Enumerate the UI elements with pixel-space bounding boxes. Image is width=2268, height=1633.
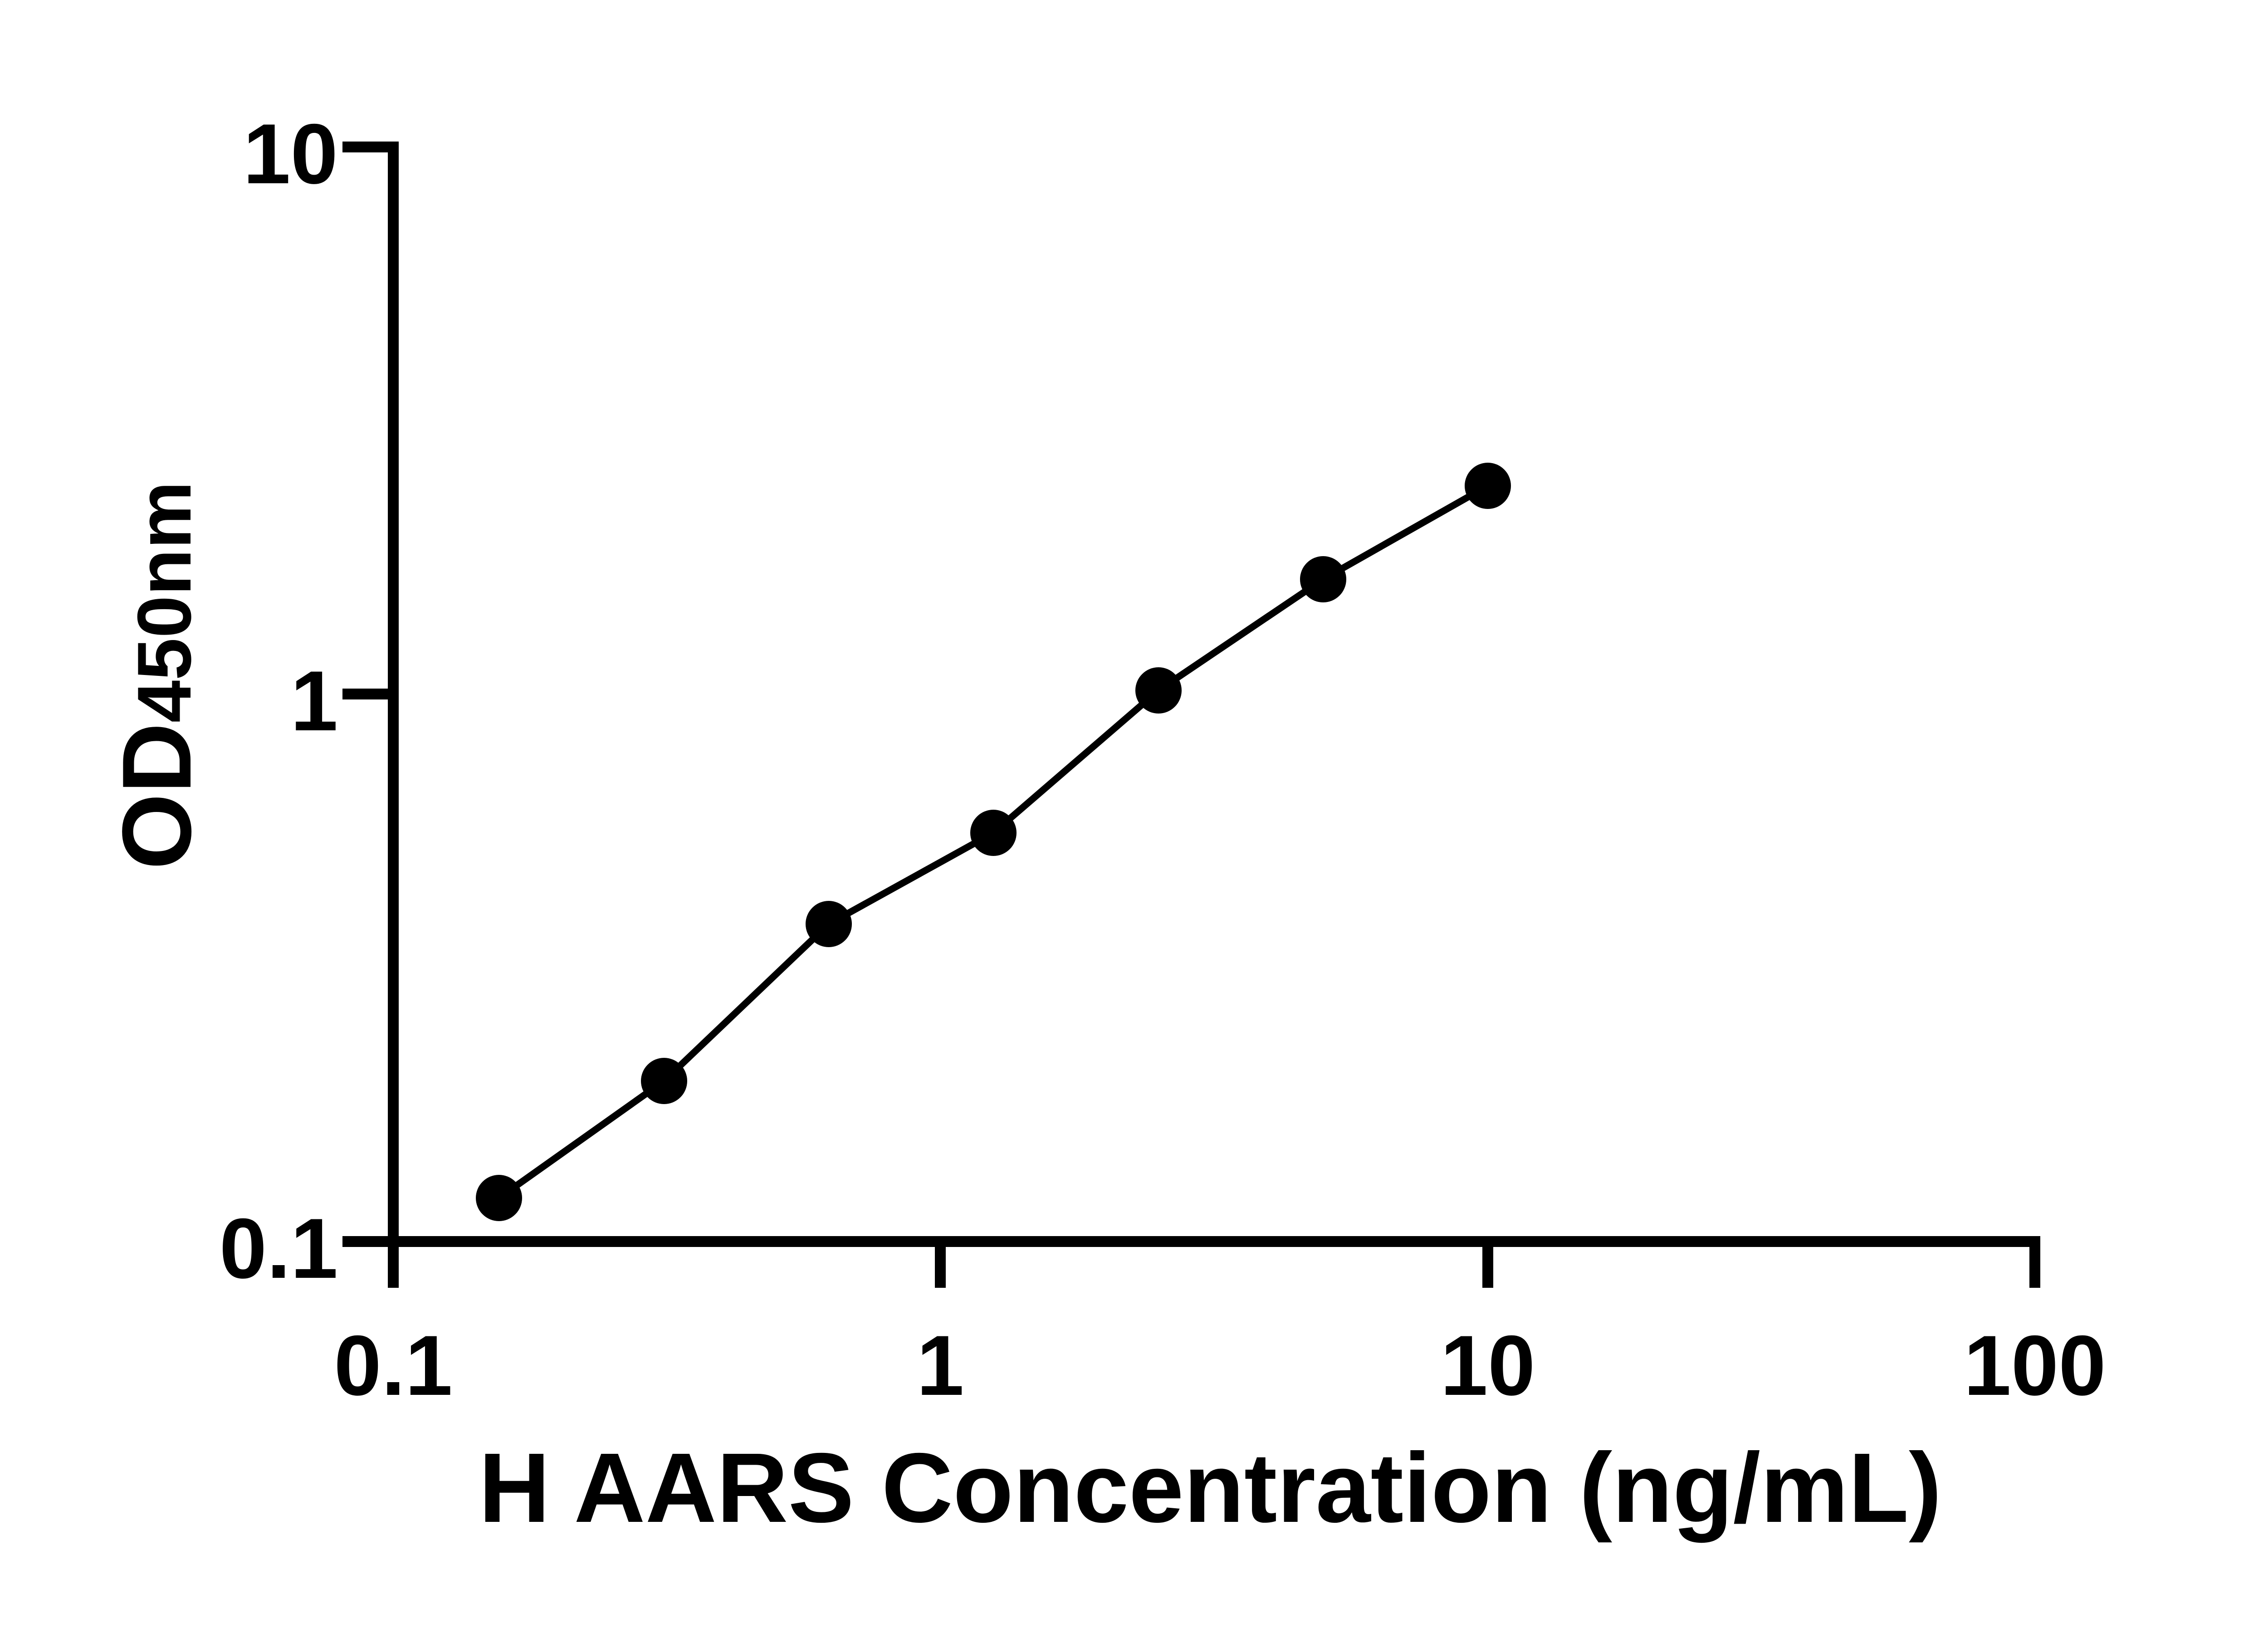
svg-text:1: 1 <box>290 653 338 748</box>
svg-text:0.1: 0.1 <box>334 1318 452 1413</box>
svg-text:1: 1 <box>917 1318 964 1413</box>
svg-text:100: 100 <box>1964 1318 2106 1413</box>
svg-text:10: 10 <box>243 106 338 201</box>
svg-text:10: 10 <box>1440 1318 1535 1413</box>
svg-text:0.1: 0.1 <box>220 1201 338 1296</box>
svg-text:H AARS Concentration (ng/mL): H AARS Concentration (ng/mL) <box>479 1433 1941 1543</box>
